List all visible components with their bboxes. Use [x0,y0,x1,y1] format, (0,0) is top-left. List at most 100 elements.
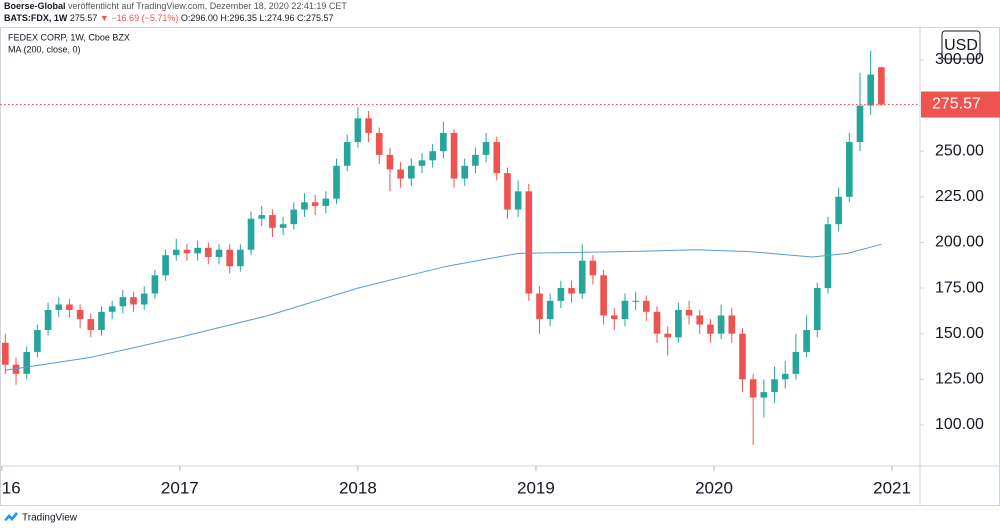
candle-body [172,249,180,256]
legend-ma: MA (200, close, 0) [8,44,81,54]
candle-body [12,364,20,374]
candle-body [472,154,479,166]
candle-body [760,392,768,398]
candle-body [621,300,629,320]
candle-body [835,196,842,225]
candle-body [450,132,458,179]
candle-body [856,105,864,143]
publisher: Boerse-Global [4,1,66,11]
candle-body [878,67,885,105]
candle-body [504,173,511,210]
candle-body [34,330,41,352]
x-tick-label: 2020 [695,478,733,497]
candle-body [311,202,319,206]
candle-body [429,151,436,161]
footer: TradingView [22,513,78,524]
candle-body [440,132,447,152]
currency: USD [944,37,978,54]
candle-body [846,142,853,197]
candle-body [130,297,137,305]
candle-body [98,311,105,331]
candle-body [461,165,469,179]
candle-body [739,333,746,380]
x-tick-label: 2019 [517,478,555,497]
candle-body [279,224,287,228]
candle-body [87,319,95,331]
candle-body [696,315,704,325]
candle-body [76,309,84,320]
candle-body [813,288,821,331]
candle-body [375,132,383,155]
candle-body [194,247,201,254]
ohlc: O:296.00 H:296.35 L:274.96 C:275.57 [181,13,334,23]
candle-body [514,191,522,210]
candle-body [247,218,255,250]
candle-body [183,249,191,254]
candle-body [418,160,426,166]
candle-body [493,142,501,174]
candle-body [162,255,169,276]
y-tick-label: 200.00 [935,234,984,251]
candle-body [301,202,308,210]
published: veröffentlicht auf TradingView.com, Deze… [68,1,347,11]
y-tick-label: 100.00 [935,416,984,433]
candle-body [258,215,266,219]
candle-body [546,300,554,320]
legend-title: FEDEX CORP, 1W, Cboe BZX [8,32,130,42]
candle-body [792,351,800,374]
ma-line [5,243,882,371]
candle-body [2,342,9,365]
candle-body [675,309,682,338]
candle-body [824,224,832,289]
candle-body [333,165,340,199]
candle-body [23,351,31,374]
candle-body [664,333,672,338]
x-tick-label: 2017 [161,478,199,497]
candle-body [108,306,116,312]
header-line-1: Boerse-Global veröffentlicht auf Trading… [4,1,347,11]
candle-body [610,315,618,320]
currency-box [941,30,981,60]
candle-body [707,324,714,334]
candle-body [215,249,223,258]
candle-body [568,288,575,294]
candle-body [803,330,810,352]
x-tick-label: 2021 [873,478,911,497]
candle-body [397,169,404,179]
last: 275.57 [70,13,98,23]
candle-body [728,315,736,334]
candle-body [557,288,565,301]
candle-body [226,249,234,267]
last-price-label: 275.57 [932,96,981,113]
y-tick-label: 225.00 [935,188,984,205]
candle-body [140,293,148,305]
last-price-box [921,91,1000,118]
candle-body [354,118,362,143]
candle-body [386,154,394,170]
candle-body [771,379,778,393]
candle-body [365,118,372,133]
candle-body [600,275,607,316]
candle-body [290,209,298,225]
candle-body [44,309,52,331]
candle-body [482,142,490,155]
candle-body [781,373,789,380]
candle-body [643,300,650,312]
y-tick-label: 175.00 [935,279,984,296]
candle-body [717,315,725,334]
candle-body [119,297,127,307]
x-tick-label: 16 [2,478,21,497]
candle-body [205,247,212,258]
plot [2,50,885,446]
x-tick-label: 2018 [339,478,377,497]
candle-body [322,198,330,206]
candle-body [653,311,661,334]
candle-body [237,249,244,267]
symbol: BATS:FDX, 1W [4,13,68,23]
logo [4,512,18,521]
candle-body [407,165,415,179]
change: ▼ −16.69 (−5.71%) [100,13,178,23]
candle-body [151,275,159,294]
